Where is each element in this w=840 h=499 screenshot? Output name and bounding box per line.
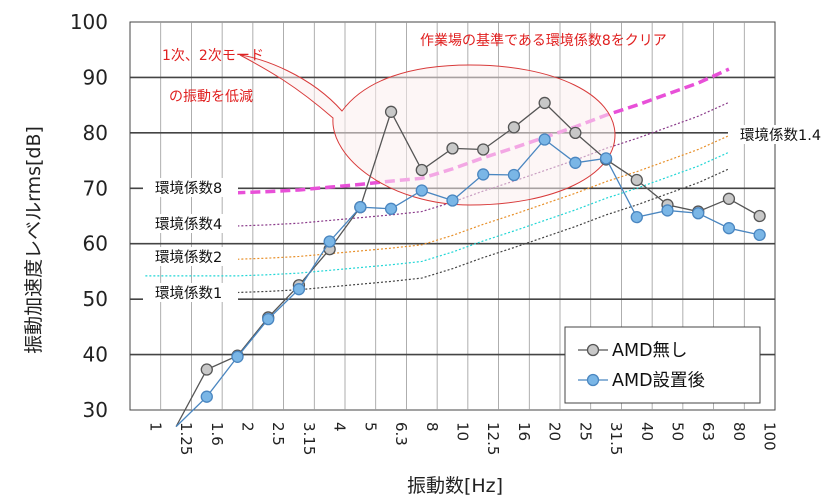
data-point [292, 283, 306, 296]
data-point [569, 156, 582, 169]
x-axis-title: 振動数[Hz] [407, 475, 503, 497]
x-tick-label: 63 [699, 422, 717, 441]
data-point [538, 96, 551, 110]
data-point [477, 168, 490, 181]
data-point [354, 200, 367, 214]
legend: AMD無し AMD設置後 [564, 326, 761, 404]
data-point [692, 207, 705, 220]
x-tick-label: 1.25 [177, 422, 195, 455]
x-tick-label: 3.15 [300, 422, 318, 455]
reference-curve [145, 168, 730, 294]
data-point [630, 210, 643, 224]
y-tick-label: 50 [83, 287, 108, 311]
plot-area-border [129, 21, 776, 411]
x-tick-label: 25 [576, 422, 594, 441]
curve-label-background [143, 283, 238, 302]
y-tick-label: 80 [83, 121, 108, 145]
x-tick-label: 16 [515, 422, 533, 441]
reference-curve [145, 151, 730, 277]
data-point [753, 228, 766, 241]
legend-marker [586, 343, 600, 357]
x-tick-label: 100 [761, 422, 779, 451]
curve-label-background [143, 214, 238, 233]
data-point [599, 152, 613, 165]
x-tick-label: 6.3 [392, 422, 410, 446]
data-point [323, 235, 336, 248]
curve-label-background [728, 125, 836, 144]
data-point [507, 121, 521, 134]
data-point [722, 192, 736, 205]
x-tick-label: 2.5 [269, 422, 287, 446]
legend-label: AMD無し [612, 341, 688, 361]
data-point [569, 126, 582, 140]
x-tick-label: 8 [423, 422, 441, 432]
reference-curve [145, 101, 730, 227]
x-tick-label: 1.6 [208, 422, 226, 446]
x-tick-label: 5 [361, 422, 379, 432]
data-point [415, 184, 428, 197]
data-point [661, 204, 674, 217]
series-line [175, 102, 760, 427]
reference-curve-label: 環境係数4 [155, 215, 222, 233]
data-point [200, 390, 213, 403]
reference-curve-label: 環境係数2 [155, 248, 222, 266]
y-tick-label: 100 [70, 10, 108, 34]
x-tick-label: 20 [546, 422, 564, 441]
y-axis-title: 振動加速度レベルrms[dB] [23, 126, 45, 354]
curve-label-background [143, 247, 238, 266]
data-point [231, 350, 244, 363]
curve-label-background [143, 178, 238, 197]
reference-curve-label: 環境係数1 [155, 284, 222, 302]
annotation-criterion: 作業場の基準である環境係数8をクリア [420, 32, 667, 49]
data-series [175, 96, 766, 428]
data-point [753, 209, 766, 223]
legend-marker [586, 373, 600, 387]
y-tick-label: 90 [83, 65, 108, 89]
data-point [200, 363, 213, 376]
x-tick-label: 10 [454, 422, 472, 441]
legend-label: AMD設置後 [612, 371, 706, 391]
x-tick-label: 50 [669, 422, 687, 441]
x-tick-label: 12.5 [484, 422, 502, 455]
x-tick-label: 1 [146, 422, 164, 432]
y-tick-label: 70 [83, 176, 108, 200]
y-tick-label: 40 [83, 343, 108, 367]
reference-curve-label: 環境係数1.4 [740, 126, 821, 144]
data-point [722, 222, 736, 235]
x-tick-label: 4 [331, 422, 349, 432]
axes: 振動加速度レベルrms[dB] 振動数[Hz] [23, 126, 503, 497]
data-point [384, 105, 398, 118]
x-tick-label: 2 [239, 422, 257, 432]
data-point [415, 163, 428, 177]
data-point [538, 133, 551, 146]
x-tick-label: 31.5 [607, 422, 625, 455]
data-point [384, 202, 398, 215]
reference-curve-label: 環境係数8 [155, 179, 222, 197]
y-tick-label: 60 [83, 232, 108, 256]
legend-box [564, 326, 761, 404]
reference-curve [145, 135, 730, 260]
y-tick-label: 30 [83, 398, 108, 422]
data-point [507, 168, 521, 182]
x-tick-label: 80 [730, 422, 748, 441]
data-point [446, 194, 459, 207]
data-point [262, 312, 275, 326]
annotation-modes-line1: 1次、2次モード [162, 48, 264, 64]
data-point [477, 143, 490, 156]
data-point [630, 173, 643, 187]
annotation-modes-line2: の振動を低減 [169, 88, 253, 105]
x-tick-label: 40 [638, 422, 656, 441]
data-point [446, 142, 459, 155]
